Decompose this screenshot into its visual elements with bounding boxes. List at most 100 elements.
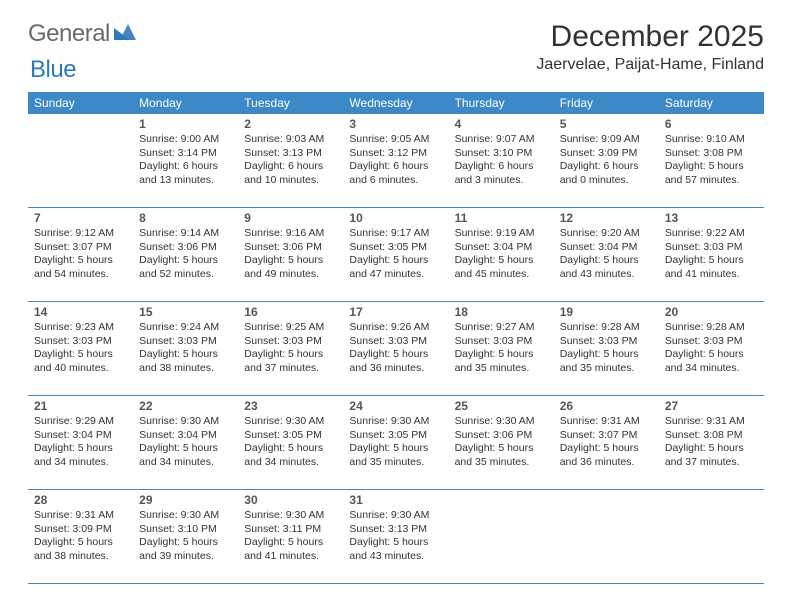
sunset-text: Sunset: 3:03 PM [665, 241, 758, 255]
sunrise-text: Sunrise: 9:14 AM [139, 227, 232, 241]
calendar-cell: 1Sunrise: 9:00 AMSunset: 3:14 PMDaylight… [133, 114, 238, 208]
month-title: December 2025 [536, 20, 764, 54]
day-number: 18 [455, 305, 548, 319]
sunrise-text: Sunrise: 9:09 AM [560, 133, 653, 147]
day-number: 5 [560, 117, 653, 131]
sunset-text: Sunset: 3:06 PM [139, 241, 232, 255]
daylight-text: Daylight: 5 hours and 40 minutes. [34, 348, 127, 375]
day-number: 1 [139, 117, 232, 131]
day-number: 4 [455, 117, 548, 131]
day-number: 29 [139, 493, 232, 507]
sunrise-text: Sunrise: 9:22 AM [665, 227, 758, 241]
sunset-text: Sunset: 3:03 PM [665, 335, 758, 349]
day-number: 8 [139, 211, 232, 225]
day-number: 17 [349, 305, 442, 319]
calendar-cell: 12 Sunrise: 9:20 AMSunset: 3:04 PMDayligh… [554, 208, 659, 302]
daylight-text: Daylight: 5 hours and 39 minutes. [139, 536, 232, 563]
daylight-text: Daylight: 5 hours and 41 minutes. [665, 254, 758, 281]
sunrise-text: Sunrise: 9:05 AM [349, 133, 442, 147]
daylight-text: Daylight: 5 hours and 37 minutes. [665, 442, 758, 469]
daylight-text: Daylight: 5 hours and 37 minutes. [244, 348, 337, 375]
calendar-cell: 3Sunrise: 9:05 AMSunset: 3:12 PMDaylight… [343, 114, 448, 208]
day-header: Saturday [659, 92, 764, 114]
day-number: 15 [139, 305, 232, 319]
sunset-text: Sunset: 3:09 PM [560, 147, 653, 161]
calendar-cell [554, 490, 659, 584]
daylight-text: Daylight: 5 hours and 43 minutes. [349, 536, 442, 563]
calendar-cell: 13Sunrise: 9:22 AMSunset: 3:03 PMDayligh… [659, 208, 764, 302]
day-number: 25 [455, 399, 548, 413]
sunrise-text: Sunrise: 9:27 AM [455, 321, 548, 335]
day-number: 21 [34, 399, 127, 413]
sunrise-text: Sunrise: 9:25 AM [244, 321, 337, 335]
daylight-text: Daylight: 5 hours and 38 minutes. [139, 348, 232, 375]
day-number: 3 [349, 117, 442, 131]
calendar-cell: 6Sunrise: 9:10 AMSunset: 3:08 PMDaylight… [659, 114, 764, 208]
sunset-text: Sunset: 3:11 PM [244, 523, 337, 537]
daylight-text: Daylight: 5 hours and 34 minutes. [244, 442, 337, 469]
day-number: 23 [244, 399, 337, 413]
sunrise-text: Sunrise: 9:12 AM [34, 227, 127, 241]
calendar-cell: 31Sunrise: 9:30 AMSunset: 3:13 PMDayligh… [343, 490, 448, 584]
calendar-cell: 4Sunrise: 9:07 AMSunset: 3:10 PMDaylight… [449, 114, 554, 208]
sunset-text: Sunset: 3:04 PM [34, 429, 127, 443]
sunrise-text: Sunrise: 9:17 AM [349, 227, 442, 241]
calendar-cell: 2Sunrise: 9:03 AMSunset: 3:13 PMDaylight… [238, 114, 343, 208]
sunrise-text: Sunrise: 9:20 AM [560, 227, 653, 241]
sunset-text: Sunset: 3:04 PM [560, 241, 653, 255]
calendar-cell: 19Sunrise: 9:28 AMSunset: 3:03 PMDayligh… [554, 302, 659, 396]
sunrise-text: Sunrise: 9:31 AM [34, 509, 127, 523]
daylight-text: Daylight: 5 hours and 43 minutes. [560, 254, 653, 281]
daylight-text: Daylight: 5 hours and 49 minutes. [244, 254, 337, 281]
day-number: 22 [139, 399, 232, 413]
sunset-text: Sunset: 3:03 PM [560, 335, 653, 349]
day-header: Thursday [449, 92, 554, 114]
sunset-text: Sunset: 3:09 PM [34, 523, 127, 537]
calendar-cell: 18Sunrise: 9:27 AMSunset: 3:03 PMDayligh… [449, 302, 554, 396]
sunrise-text: Sunrise: 9:30 AM [349, 415, 442, 429]
sunset-text: Sunset: 3:03 PM [139, 335, 232, 349]
sunrise-text: Sunrise: 9:07 AM [455, 133, 548, 147]
sunset-text: Sunset: 3:03 PM [349, 335, 442, 349]
daylight-text: Daylight: 5 hours and 36 minutes. [560, 442, 653, 469]
sunrise-text: Sunrise: 9:03 AM [244, 133, 337, 147]
day-header: Wednesday [343, 92, 448, 114]
sunrise-text: Sunrise: 9:31 AM [560, 415, 653, 429]
day-number: 7 [34, 211, 127, 225]
calendar-cell: 22Sunrise: 9:30 AMSunset: 3:04 PMDayligh… [133, 396, 238, 490]
calendar-cell: 24Sunrise: 9:30 AMSunset: 3:05 PMDayligh… [343, 396, 448, 490]
logo-text-blue: Blue [30, 56, 76, 83]
day-number: 27 [665, 399, 758, 413]
daylight-text: Daylight: 5 hours and 57 minutes. [665, 160, 758, 187]
day-number: 6 [665, 117, 758, 131]
logo-mark-icon [114, 22, 136, 47]
sunrise-text: Sunrise: 9:30 AM [455, 415, 548, 429]
daylight-text: Daylight: 5 hours and 45 minutes. [455, 254, 548, 281]
day-number: 12 [560, 211, 653, 225]
calendar-cell: 25Sunrise: 9:30 AMSunset: 3:06 PMDayligh… [449, 396, 554, 490]
sunset-text: Sunset: 3:10 PM [139, 523, 232, 537]
sunrise-text: Sunrise: 9:29 AM [34, 415, 127, 429]
sunrise-text: Sunrise: 9:23 AM [34, 321, 127, 335]
sunrise-text: Sunrise: 9:30 AM [244, 509, 337, 523]
daylight-text: Daylight: 5 hours and 34 minutes. [139, 442, 232, 469]
sunset-text: Sunset: 3:08 PM [665, 429, 758, 443]
day-number: 19 [560, 305, 653, 319]
sunrise-text: Sunrise: 9:10 AM [665, 133, 758, 147]
sunset-text: Sunset: 3:05 PM [244, 429, 337, 443]
daylight-text: Daylight: 5 hours and 34 minutes. [34, 442, 127, 469]
calendar-cell: 14Sunrise: 9:23 AMSunset: 3:03 PMDayligh… [28, 302, 133, 396]
daylight-text: Daylight: 5 hours and 41 minutes. [244, 536, 337, 563]
daylight-text: Daylight: 5 hours and 34 minutes. [665, 348, 758, 375]
daylight-text: Daylight: 5 hours and 38 minutes. [34, 536, 127, 563]
calendar-cell: 15 Sunrise: 9:24 AMSunset: 3:03 PMDayligh… [133, 302, 238, 396]
daylight-text: Daylight: 5 hours and 54 minutes. [34, 254, 127, 281]
daylight-text: Daylight: 6 hours and 3 minutes. [455, 160, 548, 187]
sunrise-text: Sunrise: 9:24 AM [139, 321, 232, 335]
day-header: Tuesday [238, 92, 343, 114]
calendar-cell: 11Sunrise: 9:19 AMSunset: 3:04 PMDayligh… [449, 208, 554, 302]
day-number: 2 [244, 117, 337, 131]
day-number: 30 [244, 493, 337, 507]
sunrise-text: Sunrise: 9:31 AM [665, 415, 758, 429]
calendar-cell [28, 114, 133, 208]
